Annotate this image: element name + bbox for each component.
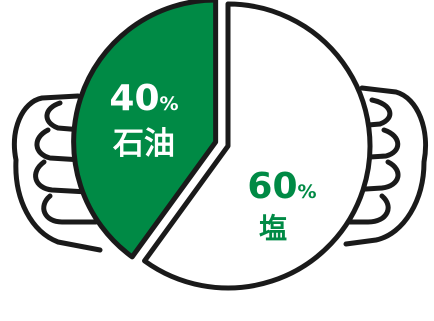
salt-unit: % xyxy=(298,181,317,203)
oil-value: 40 xyxy=(109,78,159,119)
slice-label-salt: 60% 塩 xyxy=(247,166,316,245)
oil-label: 石油 xyxy=(112,126,175,162)
pie-slices xyxy=(71,0,373,291)
slice-label-oil: 40% 石油 xyxy=(109,78,178,162)
pie-slice-oil xyxy=(71,0,219,260)
svg-text:60%: 60% xyxy=(247,166,316,207)
oil-unit: % xyxy=(160,93,179,115)
salt-value: 60 xyxy=(247,166,297,207)
salt-label: 塩 xyxy=(259,212,287,245)
pie-slice-salt xyxy=(142,1,373,291)
svg-text:40%: 40% xyxy=(109,78,178,119)
